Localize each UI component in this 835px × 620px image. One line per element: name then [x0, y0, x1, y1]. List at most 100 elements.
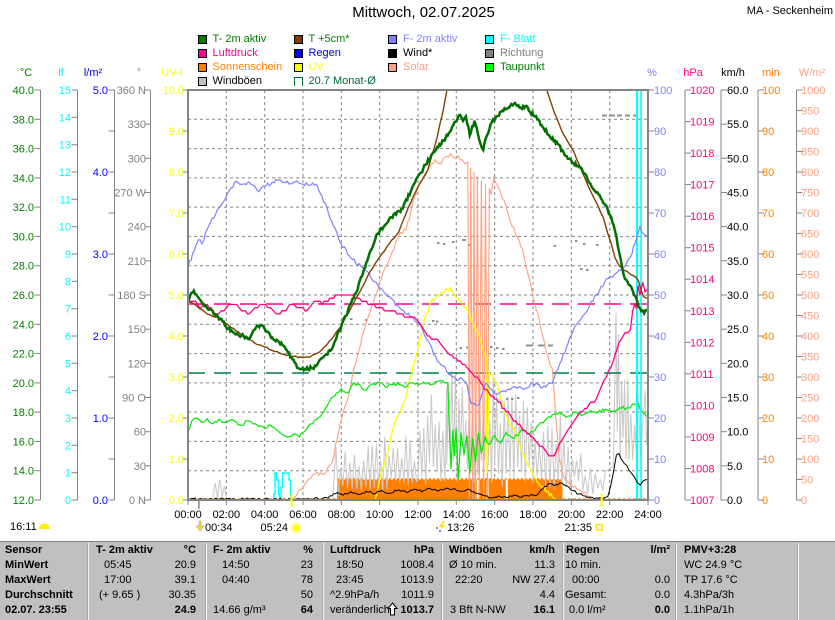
svg-text:32.0: 32.0 [13, 202, 34, 214]
svg-text:40: 40 [762, 331, 774, 343]
svg-text:2.0: 2.0 [93, 331, 108, 343]
svg-text:1013: 1013 [690, 306, 714, 318]
svg-text:11: 11 [60, 194, 71, 206]
svg-text:360 N: 360 N [117, 85, 146, 97]
svg-text:35.0: 35.0 [727, 256, 748, 268]
svg-text:8.0: 8.0 [169, 167, 184, 179]
svg-text:00:00: 00:00 [174, 509, 202, 521]
svg-text:45.0: 45.0 [727, 188, 748, 200]
svg-text:14: 14 [59, 112, 71, 124]
svg-text:10:00: 10:00 [366, 509, 394, 521]
svg-text:0.0: 0.0 [93, 495, 108, 507]
svg-text:650: 650 [801, 229, 819, 241]
svg-text:100: 100 [762, 85, 780, 97]
svg-text:10.0: 10.0 [727, 427, 748, 439]
svg-text:120: 120 [128, 358, 146, 370]
svg-text:6: 6 [65, 331, 71, 343]
svg-text:20.0: 20.0 [13, 378, 34, 390]
svg-text:210: 210 [128, 256, 146, 268]
svg-text:10: 10 [762, 454, 774, 466]
svg-text:30.0: 30.0 [13, 231, 34, 243]
svg-text:15: 15 [59, 85, 71, 97]
svg-text:0.0: 0.0 [169, 495, 184, 507]
svg-text:38.0: 38.0 [13, 114, 34, 126]
svg-text:90: 90 [654, 126, 666, 138]
svg-text:600: 600 [801, 249, 819, 261]
svg-text:700: 700 [801, 208, 819, 220]
svg-text:150: 150 [128, 324, 146, 336]
svg-text:1019: 1019 [690, 117, 714, 129]
svg-text:50.0: 50.0 [727, 153, 748, 165]
svg-text:30: 30 [762, 372, 774, 384]
svg-text:900: 900 [801, 126, 819, 138]
svg-text:km/h: km/h [721, 67, 745, 79]
svg-text:0: 0 [762, 495, 768, 507]
svg-text:30: 30 [654, 372, 666, 384]
svg-text:2.0: 2.0 [169, 413, 184, 425]
svg-text:lf: lf [58, 67, 64, 79]
svg-text:34.0: 34.0 [13, 173, 34, 185]
svg-text:550: 550 [801, 270, 819, 282]
svg-text:14.0: 14.0 [13, 466, 34, 478]
svg-text:15.0: 15.0 [727, 393, 748, 405]
svg-text:13: 13 [59, 140, 71, 152]
svg-text:950: 950 [801, 106, 819, 118]
svg-text:06:00: 06:00 [289, 509, 317, 521]
svg-text:%: % [647, 67, 657, 79]
svg-text:1010: 1010 [690, 400, 714, 412]
svg-text:450: 450 [801, 311, 819, 323]
svg-text:28.0: 28.0 [13, 261, 34, 273]
svg-text:36.0: 36.0 [13, 144, 34, 156]
svg-text:10: 10 [654, 454, 666, 466]
svg-text:70: 70 [762, 208, 774, 220]
svg-text:40.0: 40.0 [13, 85, 34, 97]
svg-text:330: 330 [128, 119, 146, 131]
svg-text:100: 100 [654, 85, 672, 97]
svg-text:UV-I: UV-I [161, 67, 182, 79]
svg-text:20: 20 [762, 413, 774, 425]
svg-text:10.0: 10.0 [163, 85, 184, 97]
svg-text:12: 12 [59, 167, 71, 179]
svg-text:1012: 1012 [690, 337, 714, 349]
svg-text:1.0: 1.0 [93, 413, 108, 425]
svg-text:40.0: 40.0 [727, 222, 748, 234]
svg-text:3.0: 3.0 [93, 249, 108, 261]
svg-text:9: 9 [65, 249, 71, 261]
svg-text:2: 2 [65, 440, 71, 452]
svg-text:14:00: 14:00 [443, 509, 471, 521]
svg-text:1014: 1014 [690, 274, 714, 286]
svg-text:500: 500 [801, 290, 819, 302]
svg-text:1015: 1015 [690, 243, 714, 255]
svg-text:100: 100 [801, 454, 819, 466]
svg-text:18:00: 18:00 [519, 509, 547, 521]
svg-text:26.0: 26.0 [13, 290, 34, 302]
svg-text:4.0: 4.0 [93, 167, 108, 179]
svg-text:5: 5 [65, 358, 71, 370]
svg-text:0: 0 [654, 495, 660, 507]
svg-text:850: 850 [801, 147, 819, 159]
svg-text:350: 350 [801, 352, 819, 364]
svg-text:1017: 1017 [690, 180, 714, 192]
svg-text:60: 60 [654, 249, 666, 261]
svg-text:200: 200 [801, 413, 819, 425]
svg-text:hPa: hPa [683, 67, 703, 79]
svg-text:1020: 1020 [690, 85, 714, 97]
svg-text:3.0: 3.0 [169, 372, 184, 384]
svg-text:02:00: 02:00 [213, 509, 241, 521]
svg-text:300: 300 [801, 372, 819, 384]
svg-text:9.0: 9.0 [169, 126, 184, 138]
svg-text:16.0: 16.0 [13, 436, 34, 448]
svg-text:50: 50 [801, 475, 813, 487]
svg-text:°C: °C [20, 67, 32, 79]
svg-text:1000: 1000 [801, 85, 825, 97]
svg-text:20.0: 20.0 [727, 358, 748, 370]
svg-text:90 O: 90 O [122, 393, 146, 405]
svg-text:10: 10 [59, 222, 71, 234]
svg-text:70: 70 [654, 208, 666, 220]
svg-text:05:24: 05:24 [260, 522, 288, 534]
svg-text:1: 1 [65, 468, 71, 480]
svg-text:5.0: 5.0 [93, 85, 108, 97]
svg-text:04:00: 04:00 [251, 509, 279, 521]
svg-text:30: 30 [134, 461, 146, 473]
svg-text:40: 40 [654, 331, 666, 343]
